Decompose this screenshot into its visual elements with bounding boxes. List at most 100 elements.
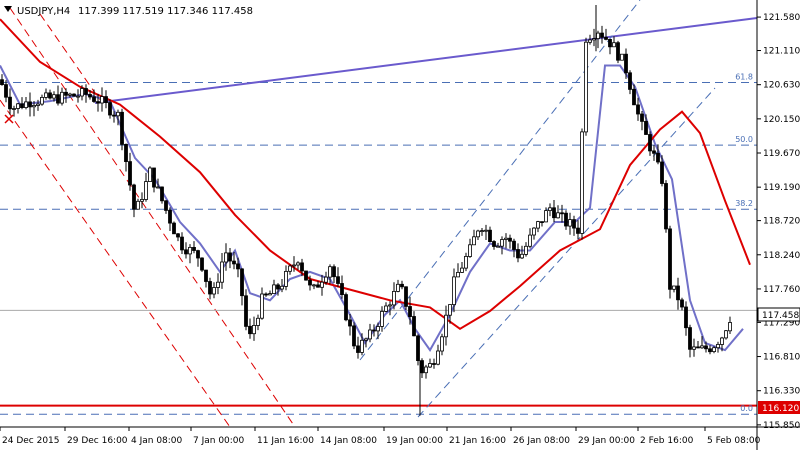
candle-body: [332, 266, 336, 278]
candle: [40, 94, 44, 106]
candle: [408, 296, 412, 325]
candle: [52, 91, 56, 102]
fib-labels: 61.8 50.0 38.2 0.0: [735, 73, 753, 414]
candle-body: [400, 283, 404, 288]
candle-body: [204, 269, 208, 282]
candle: [176, 233, 180, 242]
candle-body: [264, 293, 268, 296]
candle: [184, 242, 188, 259]
candle-body: [340, 283, 344, 296]
candle: [284, 265, 288, 291]
down-channel-line-top: [9, 7, 296, 428]
candle-body: [196, 250, 200, 259]
candle-body: [688, 327, 692, 350]
candle-body: [72, 93, 76, 97]
candle-body: [660, 161, 664, 184]
candle-body: [468, 244, 472, 257]
candle: [360, 333, 364, 356]
candle-body: [724, 330, 728, 339]
candle: [624, 48, 628, 79]
candle: [24, 97, 28, 110]
candle-body: [252, 324, 256, 335]
candle-body: [44, 92, 48, 98]
candle-body: [120, 111, 124, 145]
candle-body: [20, 103, 24, 109]
candle-body: [180, 236, 184, 251]
candle: [640, 111, 644, 131]
time-tick-label: 14 Jan 08:00: [320, 436, 377, 446]
candle-body: [392, 290, 396, 306]
candle: [564, 210, 568, 230]
candle-body: [88, 94, 92, 98]
candle: [228, 248, 232, 269]
candle: [364, 337, 368, 348]
candle: [260, 287, 264, 320]
candle: [400, 280, 404, 290]
candle: [376, 322, 380, 340]
candle-body: [604, 36, 608, 40]
candle-body: [316, 284, 320, 288]
candle: [300, 258, 304, 277]
candle: [676, 277, 680, 310]
candle-body: [56, 94, 60, 104]
candle-body: [408, 306, 412, 318]
candle-body: [24, 101, 28, 109]
candle-body: [424, 366, 428, 374]
candle-body: [548, 207, 552, 212]
candle: [576, 220, 580, 240]
candle: [200, 257, 204, 272]
candle-body: [500, 239, 504, 247]
candle: [528, 228, 532, 249]
candle: [208, 277, 212, 300]
candle: [204, 269, 208, 288]
candle: [608, 39, 612, 55]
candle-body: [676, 285, 680, 301]
candle: [276, 283, 280, 296]
candle-body: [668, 228, 672, 290]
price-tick-label: 115.850: [763, 421, 800, 431]
candle: [724, 330, 728, 340]
candle-body: [480, 230, 484, 233]
candle-body: [372, 329, 376, 332]
time-tick-label: 24 Dec 2015: [2, 436, 60, 446]
price-tick-label: 120.150: [763, 115, 800, 125]
candle: [432, 358, 436, 369]
collapse-triangle-icon[interactable]: [4, 6, 12, 12]
candle-body: [388, 304, 392, 307]
price-tick-label: 118.240: [763, 251, 800, 261]
candle-body: [536, 221, 540, 229]
candle-body: [528, 234, 532, 247]
candle-body: [544, 210, 548, 223]
price-tick-label: 119.670: [763, 149, 800, 159]
candle-body: [632, 88, 636, 106]
candle-body: [636, 104, 640, 115]
candle-body: [448, 304, 452, 316]
candle-body: [512, 240, 516, 250]
candle-body: [336, 276, 340, 284]
candle-body: [644, 121, 648, 135]
candle-body: [324, 276, 328, 283]
candle-body: [584, 41, 588, 133]
candle: [28, 92, 32, 117]
candle-body: [556, 212, 560, 219]
candle: [68, 92, 72, 98]
candle: [328, 264, 332, 285]
candle-body: [84, 88, 88, 95]
candle-body: [344, 294, 348, 321]
candle-body: [356, 345, 360, 353]
candle-body: [708, 348, 712, 353]
candle-body: [720, 337, 724, 345]
candle-body: [648, 134, 652, 152]
candle: [500, 236, 504, 255]
candle: [4, 80, 8, 103]
candle: [36, 99, 40, 111]
candle-body: [116, 111, 120, 117]
candle-body: [112, 114, 116, 117]
candle: [264, 292, 268, 297]
candle-body: [572, 219, 576, 229]
candle-body: [32, 105, 36, 108]
candle-body: [368, 329, 372, 340]
candle: [692, 338, 696, 357]
